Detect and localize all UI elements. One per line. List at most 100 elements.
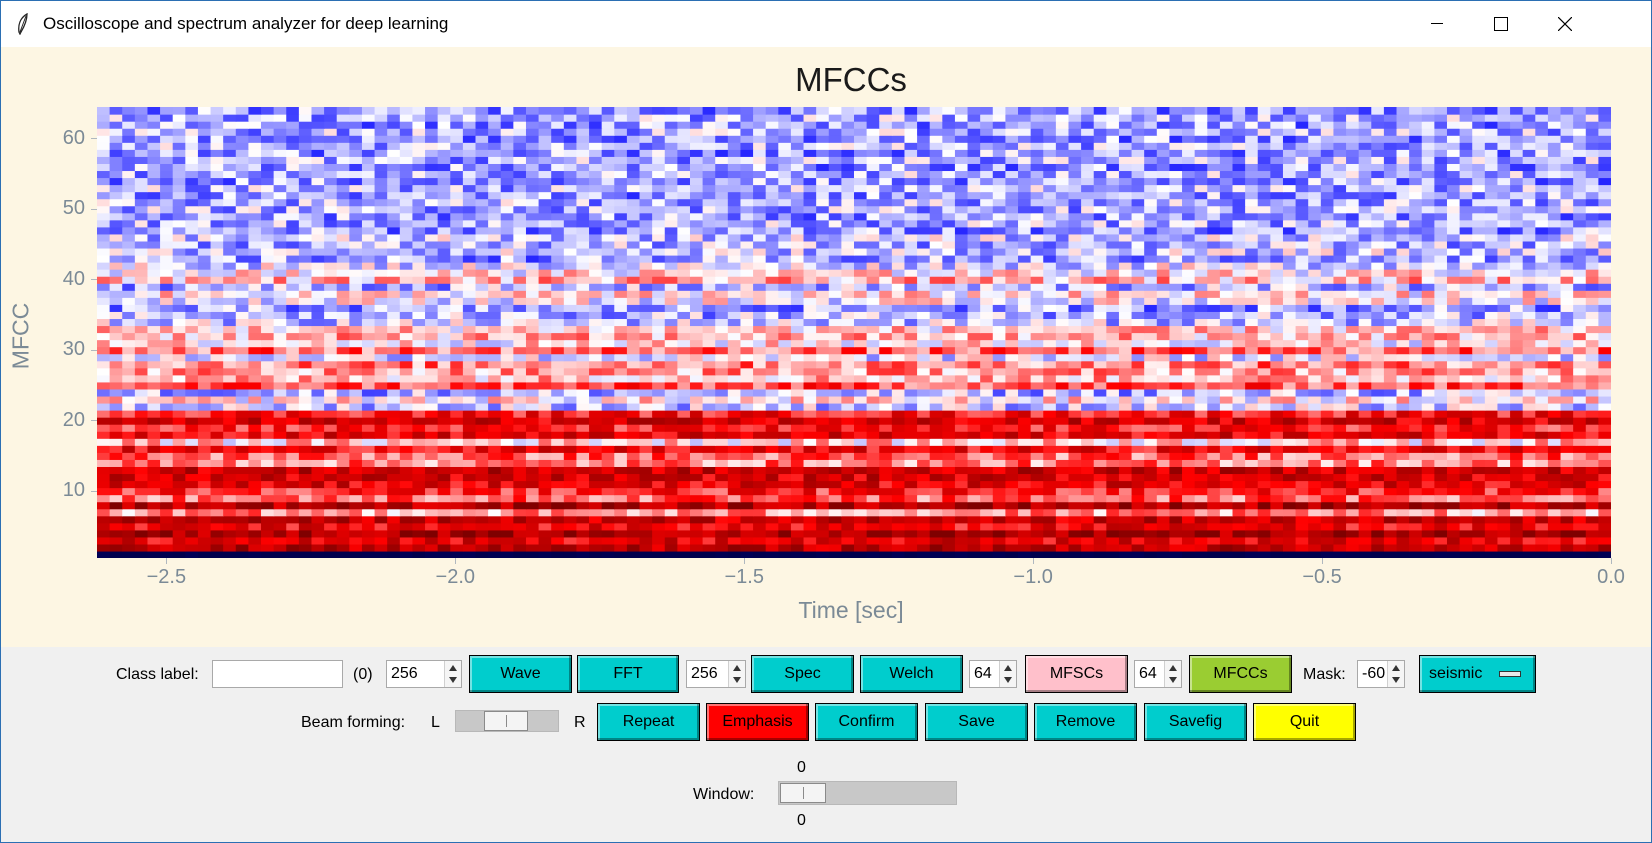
heatmap-cell [1295, 515, 1309, 524]
heatmap-cell [538, 332, 552, 341]
heatmap-cell [929, 522, 943, 531]
heatmap-cell [1131, 297, 1145, 305]
heatmap-cell [1510, 445, 1524, 453]
heatmap-cell [488, 374, 502, 383]
heatmap-cell [336, 346, 350, 355]
heatmap-cell [891, 290, 906, 298]
heatmap-cell [816, 431, 830, 439]
heatmap-cell [374, 445, 388, 453]
heatmap-cell [336, 473, 350, 482]
heatmap-cell [1219, 480, 1234, 489]
close-button[interactable] [1533, 1, 1597, 47]
heatmap-cell [1320, 290, 1335, 298]
heatmap-cell [387, 508, 401, 517]
heatmap-cell [412, 367, 426, 376]
heatmap-cell [197, 431, 212, 439]
maximize-button[interactable] [1469, 1, 1533, 47]
heatmap-cell [1081, 494, 1095, 503]
heatmap-cell [1522, 304, 1536, 312]
heatmap-cell [614, 290, 628, 298]
heatmap-cell [361, 311, 376, 320]
heatmap-cell [854, 522, 868, 531]
heatmap-cell [1270, 269, 1284, 277]
heatmap-cell [160, 459, 174, 467]
heatmap-cell [210, 466, 224, 475]
heatmap-cell [778, 424, 792, 432]
heatmap-cell [854, 332, 868, 341]
heatmap-cell [1245, 297, 1259, 305]
heatmap-cell [664, 262, 678, 270]
heatmap-cell [425, 290, 439, 298]
heatmap-cell [576, 269, 590, 277]
heatmap-cell [614, 431, 628, 439]
heatmap-cell [1257, 452, 1271, 460]
heatmap-cell [765, 381, 779, 390]
heatmap-cell [248, 290, 262, 298]
heatmap-cell [1106, 374, 1120, 383]
heatmap-cell [475, 332, 489, 341]
heatmap-cell [97, 360, 111, 369]
heatmap-cell [816, 276, 830, 284]
heatmap-cell [954, 374, 969, 383]
heatmap-cell [1598, 346, 1611, 355]
heatmap-cell [1194, 395, 1208, 404]
heatmap-cell [134, 424, 149, 432]
heatmap-cell [235, 452, 249, 460]
heatmap-cell [1055, 494, 1070, 503]
heatmap-cell [652, 515, 666, 524]
heatmap-cell [1030, 480, 1044, 489]
heatmap-cell [425, 332, 439, 341]
heatmap-cell [828, 452, 842, 460]
mfcc-heatmap [97, 107, 1611, 558]
heatmap-cell [185, 438, 199, 446]
heatmap-cell [412, 276, 426, 284]
heatmap-cell [992, 304, 1006, 312]
heatmap-cell [866, 501, 880, 510]
heatmap-cell [1068, 318, 1082, 327]
heatmap-cell [1333, 374, 1347, 383]
heatmap-cell [109, 494, 123, 503]
heatmap-cell [450, 487, 464, 496]
heatmap-cell [778, 311, 792, 320]
heatmap-cell [1270, 515, 1284, 524]
heatmap-cell [261, 374, 275, 383]
heatmap-cell [1472, 480, 1486, 489]
heatmap-cell [298, 550, 313, 558]
heatmap-cell [1547, 424, 1562, 432]
heatmap-cell [790, 374, 805, 383]
heatmap-cell [652, 410, 666, 418]
heatmap-cell [1535, 550, 1549, 558]
heatmap-cell [361, 536, 376, 545]
heatmap-cell [425, 360, 439, 369]
heatmap-cell [412, 332, 426, 341]
heatmap-cell [1257, 283, 1271, 291]
heatmap-cell [980, 374, 994, 383]
heatmap-cell [778, 332, 792, 341]
heatmap-cell [349, 438, 363, 446]
heatmap-cell [879, 529, 893, 538]
heatmap-cell [702, 388, 716, 397]
heatmap-cell [349, 367, 363, 376]
heatmap-cell [412, 353, 426, 362]
heatmap-cell [652, 360, 666, 369]
heatmap-cell [778, 529, 792, 538]
heatmap-cell [412, 431, 426, 439]
heatmap-cell [1169, 360, 1183, 369]
heatmap-cell [828, 325, 842, 334]
heatmap-cell [664, 311, 678, 320]
heatmap-cell [261, 367, 275, 376]
heatmap-cell [160, 445, 174, 453]
heatmap-cell [1043, 325, 1057, 334]
heatmap-cell [1547, 290, 1562, 298]
heatmap-cell [1232, 311, 1246, 320]
heatmap-cell [727, 360, 742, 369]
heatmap-cell [311, 410, 325, 418]
heatmap-cell [475, 487, 489, 496]
heatmap-cell [891, 374, 906, 383]
minimize-button[interactable] [1405, 1, 1469, 47]
heatmap-cell [538, 269, 552, 277]
heatmap-cell [374, 431, 388, 439]
heatmap-cell [97, 508, 111, 517]
heatmap-cell [1131, 550, 1145, 558]
heatmap-cell [361, 445, 376, 453]
